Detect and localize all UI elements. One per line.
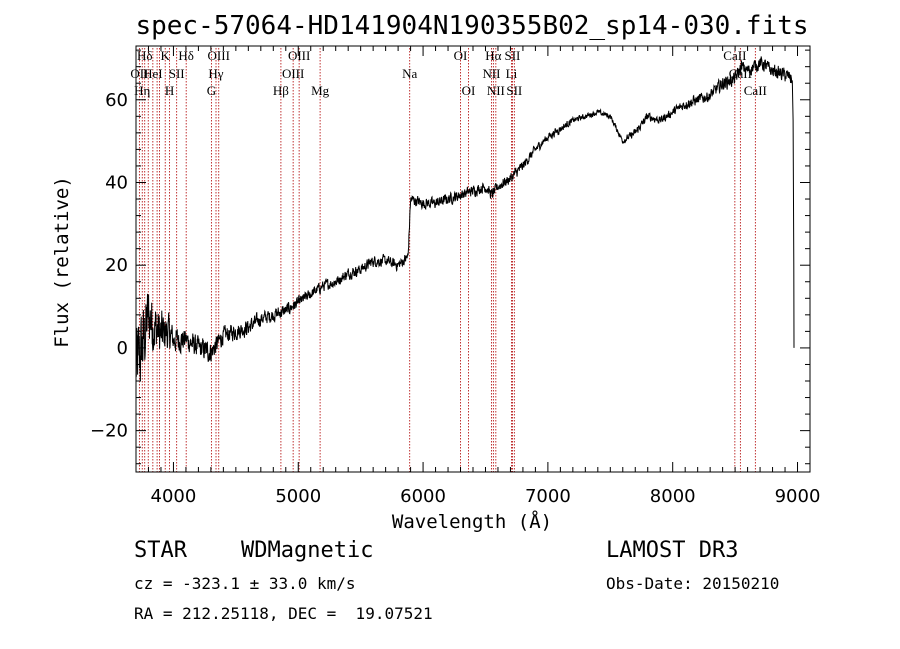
- spectral-line-label: NII: [487, 83, 505, 98]
- spectral-line-label: CaII: [744, 83, 767, 98]
- spectral-line-label: OI: [454, 48, 468, 63]
- x-tick-label: 7000: [525, 486, 571, 507]
- spectral-line-label: Na: [402, 66, 417, 81]
- spectral-line-label: Hγ: [208, 66, 223, 81]
- object-subclass: WDMagnetic: [241, 538, 374, 563]
- spectral-line-label: Li: [506, 66, 518, 81]
- spectrum-line: [135, 56, 795, 382]
- x-tick-label: 6000: [400, 486, 446, 507]
- x-tick-label: 4000: [151, 486, 197, 507]
- spectral-line-label: OII: [130, 66, 148, 81]
- spectral-line-label: NII: [482, 66, 500, 81]
- spectral-line-label: H: [165, 83, 174, 98]
- spectral-line-label: SII: [504, 48, 520, 63]
- spectral-line-label: Hδ: [137, 48, 153, 63]
- y-tick-label: 0: [117, 338, 128, 359]
- spectral-line-markers: [138, 48, 756, 472]
- plot-frame: [135, 45, 811, 473]
- y-tick-label: −20: [90, 421, 128, 442]
- spectral-line-label: OIII: [282, 66, 304, 81]
- spectral-line-label: K: [161, 48, 171, 63]
- x-tick-label: 9000: [775, 486, 821, 507]
- redshift-velocity: cz = -323.1 ± 33.0 km/s: [134, 574, 356, 593]
- y-axis-label: Flux (relative): [51, 176, 73, 348]
- x-tick-label: 8000: [650, 486, 696, 507]
- survey-name: LAMOST DR3: [606, 538, 739, 563]
- spectral-line-label: Hβ: [273, 83, 289, 98]
- spectral-line-label: OIII: [208, 48, 230, 63]
- y-tick-label: 40: [105, 172, 128, 193]
- chart-title: spec-57064-HD141904N190355B02_sp14-030.f…: [135, 11, 808, 41]
- spectral-line-label: SII: [169, 66, 185, 81]
- spectral-line-label: G: [207, 83, 216, 98]
- spectral-line-label: SII: [506, 83, 522, 98]
- spectral-line-label: Hη: [134, 83, 150, 98]
- spectral-line-labels: OII Hη Hδ HeI K H SII Hδ G Hγ OIII Hβ OIII OIII Mg Na OI…: [130, 48, 767, 98]
- y-tick-label: 60: [105, 90, 128, 111]
- observation-date: Obs-Date: 20150210: [606, 574, 780, 593]
- y-tick-label: 20: [105, 255, 128, 276]
- spectral-line-label: Hα: [485, 48, 501, 63]
- axis-ticks: 4000 5000 6000 7000 8000 9000 −20 0 20 40 60: [90, 46, 820, 507]
- spectral-line-label: OI: [462, 83, 476, 98]
- x-axis-label: Wavelength (Å): [392, 510, 552, 533]
- spectral-line-label: Mg: [311, 83, 330, 98]
- object-class: STAR: [134, 538, 187, 563]
- spectral-line-label: OIII: [288, 48, 310, 63]
- spectral-line-label: CaII: [723, 48, 746, 63]
- x-tick-label: 5000: [275, 486, 321, 507]
- sky-coordinates: RA = 212.25118, DEC = 19.07521: [134, 604, 433, 623]
- spectral-line-label: HeI: [143, 66, 163, 81]
- spectral-line-label: Hδ: [178, 48, 194, 63]
